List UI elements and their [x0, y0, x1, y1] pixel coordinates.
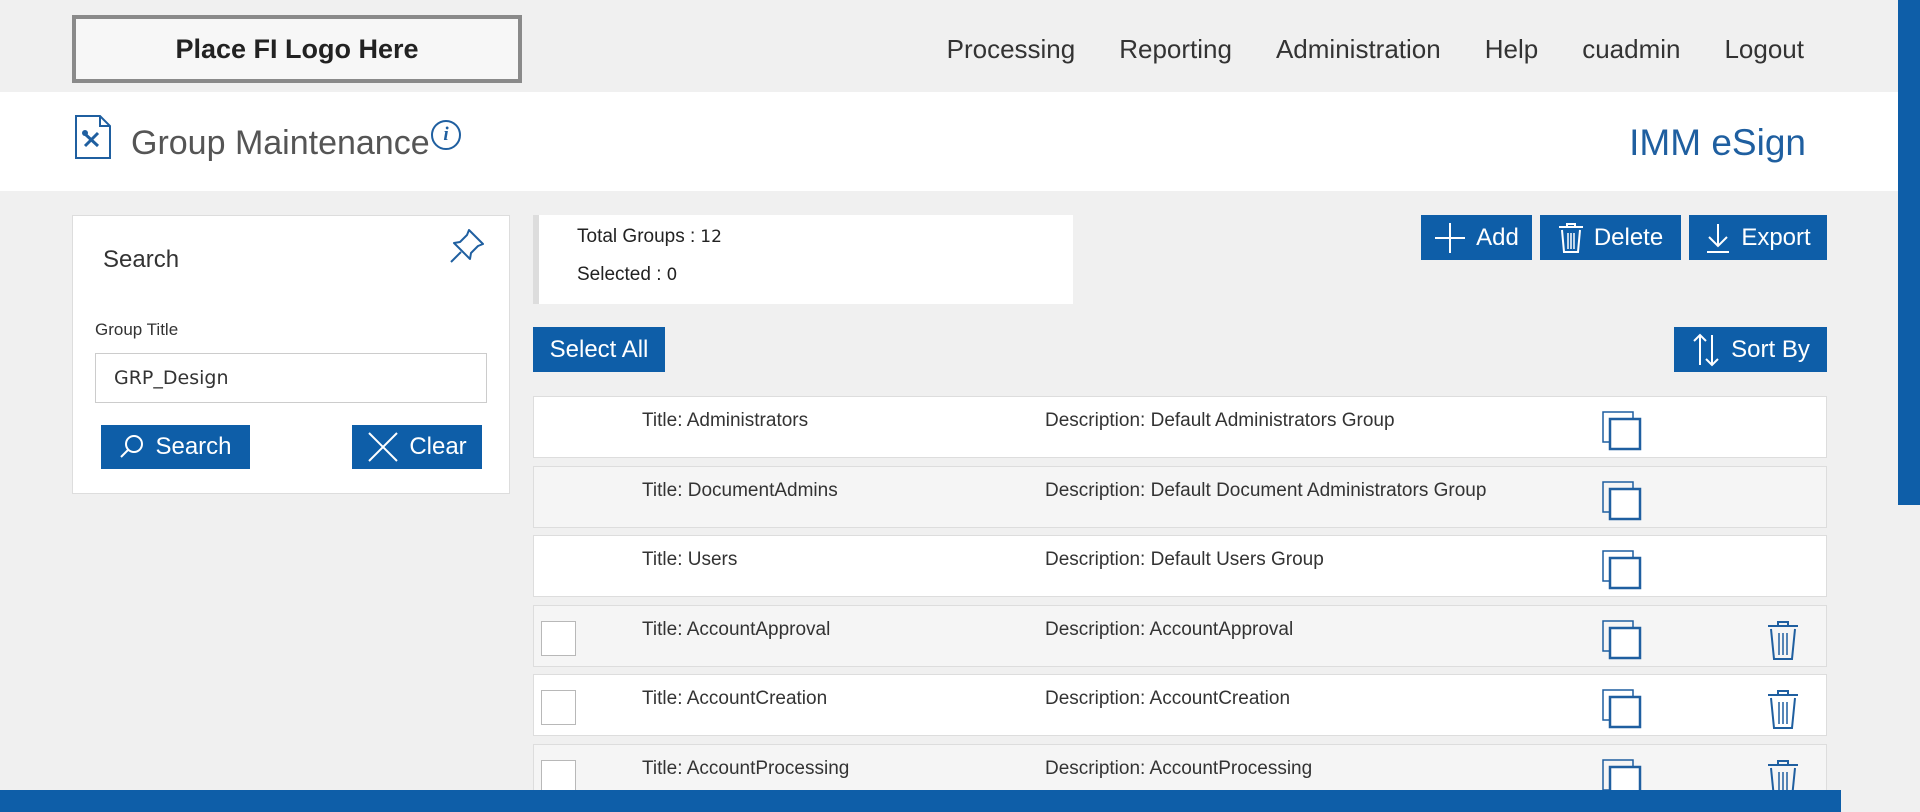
group-title-input[interactable] [95, 353, 487, 403]
nav-administration[interactable]: Administration [1275, 34, 1441, 64]
vertical-scrollbar-track [1898, 505, 1920, 812]
row-description: Description: Default Administrators Grou… [1045, 410, 1395, 431]
selected-count-value: 0 [666, 265, 678, 285]
select-all-button[interactable]: Select All [533, 327, 665, 372]
row-title: Title: Users [642, 549, 738, 570]
total-groups-label: Total Groups : [577, 226, 696, 247]
sort-arrows-icon [1693, 333, 1719, 366]
plus-icon [1435, 222, 1466, 253]
page-title: Group Maintenance [131, 124, 430, 162]
row-description: Description: AccountCreation [1045, 688, 1291, 709]
row-title: Title: AccountProcessing [642, 758, 850, 779]
document-tools-icon [75, 115, 111, 159]
sort-by-button-label: Sort By [1731, 335, 1810, 363]
search-panel: Search Group Title Search Clear [72, 215, 510, 494]
trash-icon[interactable] [1766, 619, 1800, 661]
info-icon[interactable]: i [431, 120, 461, 150]
add-button-label: Add [1476, 223, 1519, 251]
total-groups-value: 12 [700, 227, 722, 247]
export-button-label: Export [1741, 223, 1811, 251]
copy-icon[interactable] [1601, 688, 1643, 730]
selected-count: Selected :0 [577, 264, 677, 286]
bottom-bar [0, 790, 1841, 812]
groups-summary: Total Groups :12 Selected :0 [533, 215, 1073, 304]
row-description: Description: Default Document Administra… [1045, 480, 1487, 501]
pin-icon[interactable] [447, 226, 487, 266]
copy-icon[interactable] [1601, 549, 1643, 591]
clear-button[interactable]: Clear [352, 425, 482, 469]
export-button[interactable]: Export [1689, 215, 1827, 260]
selected-count-label: Selected : [577, 264, 662, 285]
row-checkbox[interactable] [541, 621, 576, 656]
app-name: IMM eSign [1629, 122, 1806, 163]
table-row[interactable]: Title: AccountCreation Description: Accou… [533, 674, 1827, 736]
table-row[interactable]: Title: DocumentAdmins Description: Defaul… [533, 466, 1827, 528]
row-checkbox[interactable] [541, 690, 576, 725]
copy-icon[interactable] [1601, 480, 1643, 522]
nav-reporting[interactable]: Reporting [1119, 34, 1232, 64]
nav-user-menu[interactable]: cuadmin [1582, 34, 1681, 64]
nav-processing[interactable]: Processing [946, 34, 1076, 64]
copy-icon[interactable] [1601, 410, 1643, 452]
search-button-label: Search [155, 433, 232, 460]
trash-icon[interactable] [1766, 688, 1800, 730]
total-groups: Total Groups :12 [577, 226, 722, 248]
copy-icon[interactable] [1601, 619, 1643, 661]
row-title: Title: AccountCreation [642, 688, 828, 709]
row-title: Title: AccountApproval [642, 619, 831, 640]
search-button[interactable]: Search [101, 425, 250, 469]
nav-help[interactable]: Help [1484, 34, 1539, 64]
row-description: Description: Default Users Group [1045, 549, 1324, 570]
top-navigation-bar: Place FI Logo Here Processing Reporting … [0, 0, 1920, 92]
vertical-scrollbar-thumb[interactable] [1898, 0, 1920, 505]
row-title: Title: Administrators [642, 410, 809, 431]
add-button[interactable]: Add [1421, 215, 1532, 260]
search-panel-heading: Search [103, 246, 180, 273]
trash-icon [1558, 222, 1583, 253]
close-icon [368, 432, 399, 462]
delete-button-label: Delete [1593, 223, 1664, 251]
download-icon [1707, 223, 1730, 253]
group-title-label: Group Title [95, 320, 179, 339]
logo-placeholder: Place FI Logo Here [72, 15, 522, 83]
table-row[interactable]: Title: Administrators Description: Defaul… [533, 396, 1827, 458]
main-nav: Processing Reporting Administration Help… [947, 34, 1804, 65]
table-row[interactable]: Title: AccountApproval Description: Accou… [533, 605, 1827, 667]
row-description: Description: AccountApproval [1045, 619, 1294, 640]
search-icon [120, 435, 144, 458]
page-header: Group Maintenance i IMM eSign [0, 92, 1898, 191]
clear-button-label: Clear [409, 433, 467, 460]
table-row[interactable]: Title: Users Description: Default Users G… [533, 535, 1827, 597]
row-description: Description: AccountProcessing [1045, 758, 1313, 779]
row-title: Title: DocumentAdmins [642, 480, 838, 501]
delete-button[interactable]: Delete [1540, 215, 1681, 260]
sort-by-button[interactable]: Sort By [1674, 327, 1827, 372]
nav-logout[interactable]: Logout [1724, 34, 1804, 64]
